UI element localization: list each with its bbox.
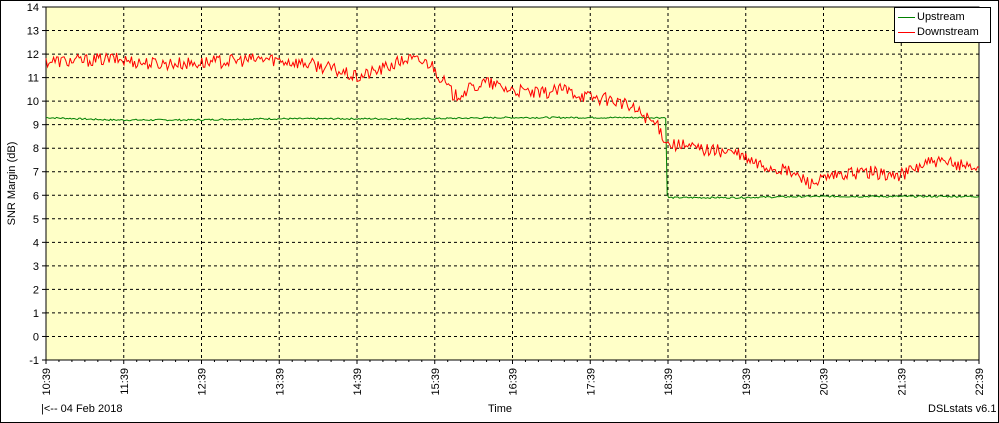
x-tick-label: 14:39 bbox=[352, 368, 364, 396]
y-tick-label: 10 bbox=[27, 96, 39, 108]
x-tick-label: 17:39 bbox=[585, 368, 597, 396]
y-tick-label: 8 bbox=[33, 143, 39, 155]
legend-label-downstream: Downstream bbox=[917, 26, 979, 38]
x-tick-label: 10:39 bbox=[41, 368, 53, 396]
y-tick-label: 11 bbox=[28, 73, 39, 85]
y-tick-label: 5 bbox=[33, 214, 39, 226]
x-tick-label: 12:39 bbox=[197, 368, 209, 396]
y-tick-label: 0 bbox=[33, 331, 39, 343]
x-tick-label: 13:39 bbox=[274, 368, 286, 396]
x-tick-label: 18:39 bbox=[663, 368, 675, 396]
y-axis-title: SNR Margin (dB) bbox=[6, 142, 18, 226]
app-version-label: DSLstats v6.1 bbox=[928, 403, 997, 415]
legend: Upstream Downstream bbox=[894, 7, 991, 43]
grid-lines bbox=[46, 7, 979, 360]
legend-label-upstream: Upstream bbox=[917, 11, 965, 23]
y-tick-label: 7 bbox=[33, 167, 39, 179]
x-tick-label: 15:39 bbox=[430, 368, 442, 396]
legend-item-upstream: Upstream bbox=[898, 10, 965, 24]
x-tick-label: 16:39 bbox=[508, 368, 520, 396]
series-line-upstream bbox=[46, 116, 980, 199]
series-layer bbox=[45, 52, 980, 199]
y-tick-label: 12 bbox=[27, 49, 39, 61]
y-tick-label: 2 bbox=[33, 284, 39, 296]
legend-item-downstream: Downstream bbox=[898, 25, 979, 39]
y-tick-label: 14 bbox=[27, 2, 39, 14]
x-axis-title: Time bbox=[488, 403, 513, 415]
x-tick-label: 20:39 bbox=[819, 368, 831, 396]
series-line-downstream bbox=[45, 52, 980, 189]
x-tick-label: 11:39 bbox=[119, 368, 131, 395]
y-tick-label: 6 bbox=[33, 190, 39, 202]
x-tick-label: 22:39 bbox=[974, 368, 986, 396]
date-range-label: |<-- 04 Feb 2018 bbox=[41, 403, 123, 415]
legend-swatch-upstream bbox=[898, 16, 915, 18]
y-tick-label: 4 bbox=[33, 237, 39, 249]
y-tick-label: -1 bbox=[29, 355, 39, 367]
y-tick-label: 3 bbox=[33, 261, 39, 273]
y-tick-label: 9 bbox=[33, 120, 39, 132]
y-tick-label: 1 bbox=[33, 308, 39, 320]
x-tick-label: 21:39 bbox=[896, 368, 908, 396]
legend-swatch-downstream bbox=[898, 31, 915, 33]
y-tick-label: 13 bbox=[27, 26, 39, 38]
x-tick-label: 19:39 bbox=[741, 368, 753, 396]
